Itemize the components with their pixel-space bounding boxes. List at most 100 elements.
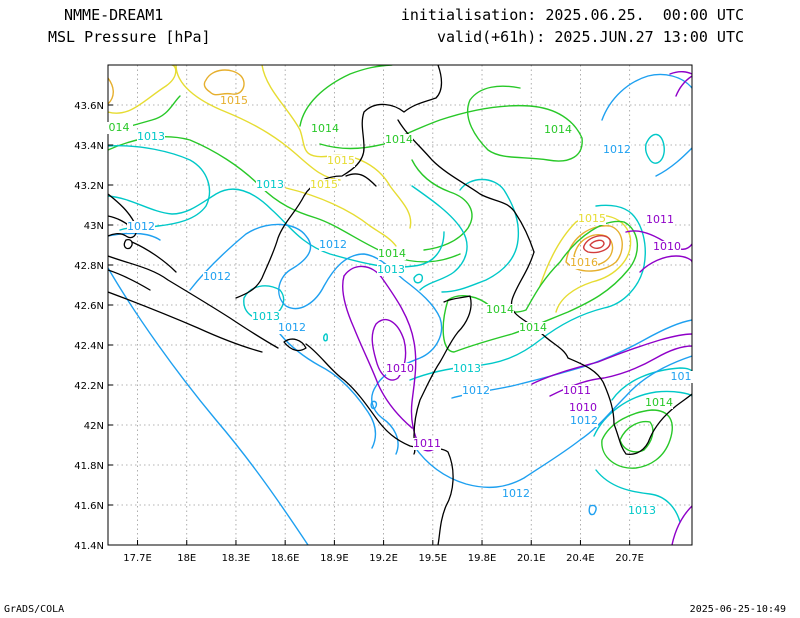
contour-label: 1011 — [413, 437, 441, 450]
contour-label-bg — [653, 241, 681, 253]
isobar-1018 — [589, 239, 605, 249]
render-timestamp: 2025-06-25-10:49 — [689, 604, 786, 615]
isobar-1012 — [370, 400, 378, 410]
contour-label: 1013 — [377, 263, 405, 276]
contour-label: 1013 — [453, 362, 481, 375]
isobar-1012 — [588, 504, 597, 516]
contour-label-bg — [256, 179, 284, 191]
coastline — [123, 238, 133, 250]
isobar-1011 — [669, 71, 692, 75]
lon-tick-label: 19.2E — [369, 553, 398, 564]
lon-tick-label: 20.4E — [566, 553, 595, 564]
lon-tick-label: 18.6E — [271, 553, 300, 564]
isobar-1011 — [549, 345, 692, 397]
contour-label-bg — [311, 123, 339, 135]
coastline — [305, 343, 454, 545]
lat-tick-label: 42N — [84, 421, 104, 432]
isobar-1013 — [611, 367, 692, 401]
contour-label: 1012 — [603, 143, 631, 156]
contour-label: 1013 — [256, 178, 284, 191]
isobar-1011 — [671, 505, 692, 545]
coastline — [108, 193, 138, 239]
contour-label-bg — [519, 322, 547, 334]
contour-label-bg — [570, 257, 598, 269]
lat-tick-label: 43N — [84, 221, 104, 232]
contour-label-bg — [377, 264, 405, 276]
isobar-1015 — [108, 65, 177, 114]
contour-label: 1011 — [563, 384, 591, 397]
contour-label-bg — [486, 304, 514, 316]
software-credit: GrADS/COLA — [4, 604, 65, 615]
contour-label-bg — [570, 415, 598, 427]
isobar-1013 — [595, 469, 681, 523]
isobar-1013 — [441, 178, 520, 293]
lon-tick-label: 18.3E — [222, 553, 251, 564]
contour-label-bg — [544, 124, 572, 136]
coastline — [108, 269, 151, 291]
lat-tick-label: 42.6N — [74, 301, 104, 312]
lon-tick-label: 20.7E — [615, 553, 644, 564]
contour-label: 1013 — [137, 130, 165, 143]
contour-label: 1014 — [378, 247, 406, 260]
contour-label-bg — [319, 239, 347, 251]
border — [510, 251, 692, 456]
lat-tick-label: 43.6N — [74, 101, 104, 112]
isobar-1015 — [175, 65, 341, 181]
isobar-1012 — [655, 147, 692, 177]
contour-label-bg — [310, 179, 338, 191]
isobar-1012 — [601, 73, 692, 121]
contour-label-bg — [578, 213, 606, 225]
contour-labels: 1015014101310141014101510151014101210131… — [105, 94, 695, 517]
contour-label-bg — [502, 488, 530, 500]
isobar-1012 — [189, 223, 443, 455]
isobar-1010 — [531, 333, 692, 385]
contour-label: 1014 — [486, 303, 514, 316]
axis-ticks: 17.7E 18E 18.3E 18.6E 18.9E 19.2E 19.5E 19.8E 20… — [74, 101, 644, 564]
contour-label: 1010 — [653, 240, 681, 253]
contour-label: 1013 — [628, 504, 656, 517]
contour-label: 1014 — [519, 321, 547, 334]
contour-label-bg — [603, 144, 631, 156]
contour-label-bg — [378, 248, 406, 260]
contour-label: 1016 — [570, 256, 598, 269]
border — [108, 291, 263, 353]
coastline — [108, 255, 279, 349]
coastline — [283, 338, 307, 352]
contour-label-bg — [569, 402, 597, 414]
lat-tick-label: 43.2N — [74, 181, 104, 192]
field-title: MSL Pressure [hPa] — [48, 28, 211, 46]
border — [413, 295, 472, 455]
isobar-1014 — [299, 65, 393, 127]
contour-label-bg — [278, 322, 306, 334]
model-title: NMME-DREAM1 — [64, 6, 164, 24]
contour-label-bg — [385, 134, 413, 146]
contour-label: 1014 — [385, 133, 413, 146]
contour-label: 1014 — [311, 122, 339, 135]
contour-label-bg — [327, 155, 355, 167]
isobar-1012 — [413, 355, 692, 489]
isobar-1015 — [539, 214, 632, 313]
contour-label-bg — [645, 397, 673, 409]
contour-label-bg — [462, 385, 490, 397]
lat-tick-label: 41.4N — [74, 541, 104, 552]
isobar-1013 — [108, 188, 445, 268]
border — [235, 65, 443, 299]
contour-label: 1015 — [220, 94, 248, 107]
border — [397, 119, 535, 253]
contour-label: 1015 — [327, 154, 355, 167]
contour-label-bg — [628, 505, 656, 517]
isobar-1010 — [675, 75, 692, 97]
contour-label: 1012 — [203, 270, 231, 283]
isobar-1012 — [108, 267, 309, 545]
contour-label: 1011 — [646, 213, 674, 226]
contour-label-bg — [127, 221, 155, 233]
lon-tick-label: 19.5E — [419, 553, 448, 564]
lat-tick-label: 42.4N — [74, 341, 104, 352]
contour-label-bg — [413, 438, 441, 450]
isobar-1014 — [601, 409, 673, 469]
lat-tick-label: 42.8N — [74, 261, 104, 272]
contour-label: 1012 — [502, 487, 530, 500]
lon-tick-label: 20.1E — [517, 553, 546, 564]
contour-label: 1013 — [252, 310, 280, 323]
